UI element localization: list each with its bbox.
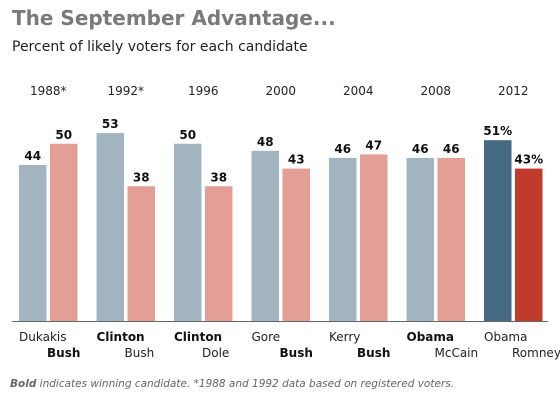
chart-subtitle: Percent of likely voters for each candid… [12, 39, 308, 55]
year-label-2: 1996 [188, 84, 219, 98]
rep-bar-3 [282, 168, 310, 321]
rep-value-label-1: 38 [133, 170, 150, 184]
dem-value-label-5: 46 [412, 142, 429, 156]
dem-candidate-0: Dukakis [19, 330, 66, 344]
year-label-5: 2008 [420, 84, 451, 98]
dem-candidate-5: Obama [407, 330, 455, 344]
dem-bar-1 [96, 133, 124, 321]
rep-candidate-2: Dole [202, 346, 229, 360]
rep-value-label-4: 47 [365, 138, 382, 152]
rep-bar-4 [360, 154, 388, 321]
rep-value-label-6: 43% [514, 153, 543, 167]
dem-bar-3 [251, 150, 279, 321]
rep-value-label-5: 46 [443, 142, 460, 156]
dem-candidate-3: Gore [252, 330, 281, 344]
rep-bar-1 [127, 186, 155, 321]
footnote-text: indicates winning candidate. *1988 and 1… [36, 378, 455, 390]
footnote: Bold indicates winning candidate. *1988 … [10, 378, 454, 390]
rep-value-label-3: 43 [288, 153, 305, 167]
rep-bar-5 [437, 157, 465, 321]
dem-bar-4 [329, 157, 357, 321]
rep-candidate-4: Bush [357, 346, 390, 360]
dem-bar-6 [484, 140, 512, 321]
dem-value-label-2: 50 [179, 128, 196, 142]
rep-bar-0 [50, 143, 78, 321]
bar-chart: 1988* 44 Dukakis 50 Bush 1992* 53 Clinton 38 Bush… [12, 84, 560, 360]
year-label-4: 2004 [343, 84, 374, 98]
chart-title: The September Advantage... [12, 6, 336, 30]
rep-candidate-6: Romney [512, 346, 560, 360]
dem-candidate-4: Kerry [329, 330, 360, 344]
rep-bar-6 [515, 168, 543, 321]
rep-value-label-2: 38 [210, 170, 227, 184]
year-label-6: 2012 [498, 84, 529, 98]
rep-candidate-1: Bush [125, 346, 155, 360]
rep-bar-2 [205, 186, 233, 321]
dem-bar-2 [174, 143, 202, 321]
dem-value-label-0: 44 [24, 149, 41, 163]
dem-candidate-6: Obama [484, 330, 527, 344]
dem-value-label-4: 46 [334, 142, 351, 156]
dem-bar-5 [406, 157, 434, 321]
rep-candidate-5: McCain [435, 346, 479, 360]
year-label-0: 1988* [30, 84, 67, 98]
dem-value-label-1: 53 [102, 117, 119, 131]
dem-value-label-3: 48 [257, 135, 274, 149]
dem-bar-0 [19, 165, 47, 321]
footnote-bold-word: Bold [10, 378, 37, 390]
rep-candidate-0: Bush [47, 346, 80, 360]
year-label-3: 2000 [265, 84, 296, 98]
year-label-1: 1992* [107, 84, 144, 98]
dem-value-label-6: 51% [483, 124, 512, 138]
dem-candidate-1: Clinton [97, 330, 145, 344]
rep-value-label-0: 50 [55, 128, 72, 142]
dem-candidate-2: Clinton [174, 330, 222, 344]
rep-candidate-3: Bush [280, 346, 313, 360]
